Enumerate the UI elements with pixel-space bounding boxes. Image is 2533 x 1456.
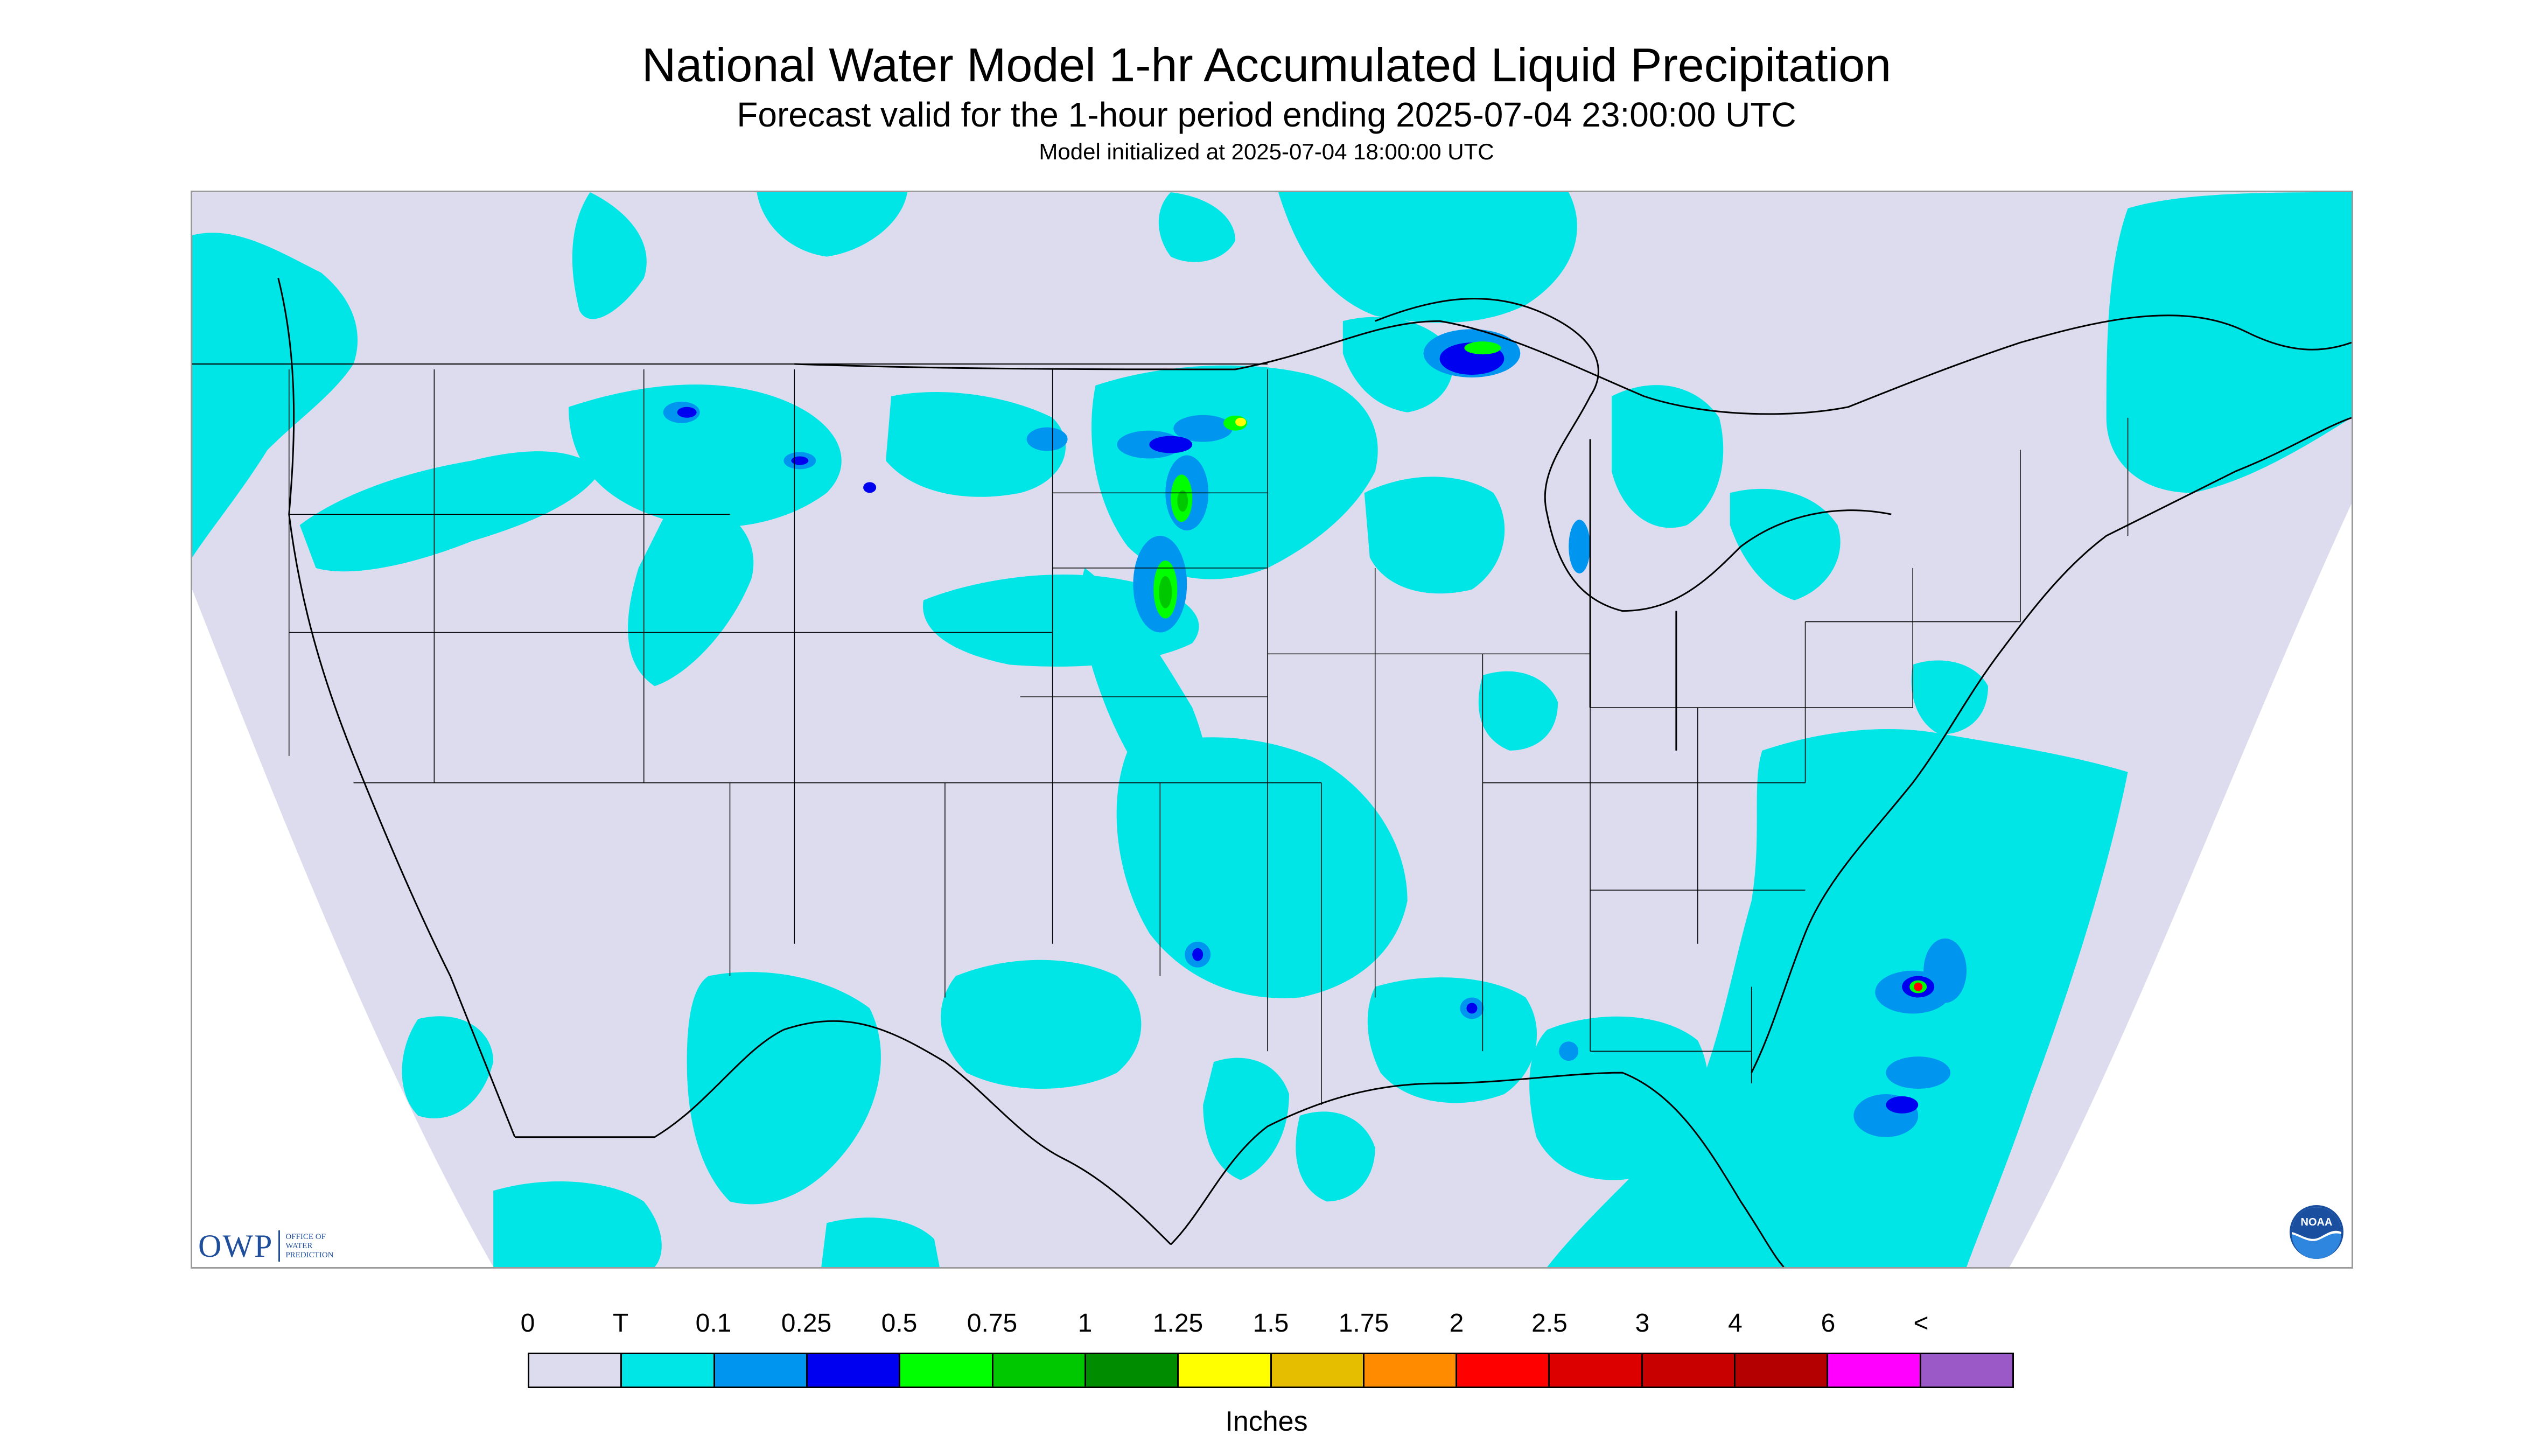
legend-swatch (622, 1354, 715, 1387)
legend-swatch (993, 1354, 1086, 1387)
outside-domain-left (192, 589, 494, 1267)
legend-units-label: Inches (1225, 1406, 1308, 1437)
legend-tick-label: 2 (1449, 1309, 1464, 1338)
legend-tick-label: 4 (1728, 1309, 1743, 1338)
map-title: National Water Model 1-hr Accumulated Li… (641, 38, 1892, 92)
state-borders (288, 369, 2129, 1105)
legend-tick-label: 0.75 (967, 1309, 1018, 1338)
legend-swatch (1736, 1354, 1829, 1387)
legend-swatch (1179, 1354, 1272, 1387)
legend-tick-label: 1.25 (1152, 1309, 1203, 1338)
legend-swatch (1642, 1354, 1736, 1387)
model-init-subtitle: Model initialized at 2025-07-04 18:00:00… (1039, 139, 1494, 164)
legend-tick-label: < (1913, 1309, 1929, 1338)
legend-color-bar (528, 1353, 2014, 1388)
legend-tick-label: 1.75 (1338, 1309, 1389, 1338)
legend-swatch (1086, 1354, 1179, 1387)
legend-swatch (1457, 1354, 1550, 1387)
trace-precipitation-areas (192, 192, 2352, 1267)
owp-logo-line1: OFFICE OF (285, 1232, 326, 1241)
precipitation-legend: 0 T 0.1 0.25 0.5 0.75 1 1.25 1.5 1.75 2 2.5 3 4 6 < (521, 1308, 2014, 1416)
legend-tick-label: 1 (1077, 1309, 1093, 1338)
forecast-valid-subtitle: Forecast valid for the 1-hour period end… (737, 95, 1796, 134)
noaa-logo-text: NOAA (2301, 1216, 2333, 1228)
legend-swatch (1921, 1354, 2012, 1387)
owp-logo-line3: PREDICTION (285, 1250, 334, 1259)
legend-swatch (1550, 1354, 1643, 1387)
legend-tick-label: 1.5 (1252, 1309, 1289, 1338)
political-borders (192, 278, 2352, 1267)
legend-tick-label: 3 (1635, 1309, 1650, 1338)
legend-tick-label: T (612, 1309, 629, 1338)
owp-logo: OWP OFFICE OF WATER PREDICTION (198, 1227, 334, 1265)
owp-logo-text: OFFICE OF WATER PREDICTION (285, 1233, 333, 1260)
legend-swatch (529, 1354, 622, 1387)
legend-tick-label: 0.25 (781, 1309, 832, 1338)
legend-tick-label: 2.5 (1531, 1309, 1568, 1338)
legend-swatch (715, 1354, 808, 1387)
legend-tick-label: 0.5 (881, 1309, 918, 1338)
intense-precipitation-cores (1235, 417, 1923, 991)
noaa-logo: NOAA (2290, 1205, 2343, 1259)
legend-swatch (1828, 1354, 1921, 1387)
legend-tick-label: 0 (520, 1309, 535, 1338)
owp-logo-abbrev: OWP (198, 1228, 274, 1264)
legend-swatch (807, 1354, 901, 1387)
legend-swatch (1271, 1354, 1365, 1387)
precipitation-map-canvas (192, 192, 2352, 1267)
legend-tick-label: 6 (1821, 1309, 1836, 1338)
legend-swatch (1364, 1354, 1458, 1387)
legend-swatch (900, 1354, 993, 1387)
owp-logo-separator (278, 1230, 281, 1262)
heavier-precipitation-areas (1159, 490, 1188, 608)
owp-logo-line2: WATER (285, 1241, 313, 1250)
outside-domain-right (2009, 503, 2352, 1267)
legend-tick-label: 0.1 (695, 1309, 732, 1338)
precipitation-map (191, 191, 2353, 1269)
